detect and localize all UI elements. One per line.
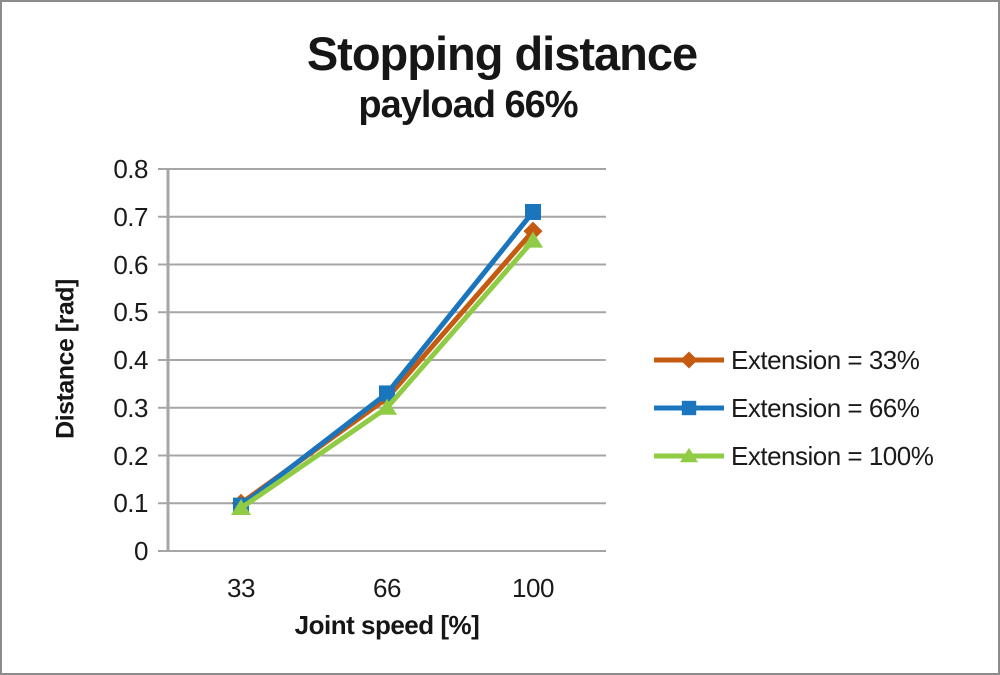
y-tick-label: 0	[134, 536, 148, 566]
y-tick-label: 0.3	[113, 392, 148, 423]
series-line	[239, 210, 535, 508]
legend: Extension = 33% Extension = 66% Extension …	[654, 336, 934, 480]
data-point-marker	[231, 499, 251, 516]
legend-label: Extension = 100%	[731, 440, 934, 471]
data-point-marker	[681, 400, 697, 416]
y-tick-label: 0.2	[113, 440, 148, 471]
y-tick-label: 0.7	[113, 201, 148, 232]
legend-label: Extension = 33%	[731, 344, 920, 375]
x-axis-title: Joint speed [%]	[294, 610, 480, 640]
data-point-marker	[525, 203, 541, 220]
x-tick-label: 33	[227, 573, 255, 603]
y-tick-label: 0.5	[113, 297, 148, 328]
data-point-marker	[680, 447, 698, 463]
y-axis-title: Distance [rad]	[51, 279, 80, 439]
chart-title: Stopping distance	[306, 27, 698, 80]
legend-swatch-square-icon	[654, 400, 724, 416]
y-tick-label: 0.4	[113, 345, 148, 375]
legend-swatch-diamond-icon	[654, 351, 724, 369]
data-point-marker	[523, 231, 543, 248]
y-tick-label: 0.6	[113, 249, 148, 280]
legend-item: Extension = 66%	[654, 384, 933, 432]
y-tick-label: 0.8	[113, 154, 148, 184]
legend-item: Extension = 100%	[654, 432, 934, 480]
legend-swatch-triangle-icon	[654, 447, 724, 463]
series-line	[239, 229, 535, 506]
y-tick-label: 0.1	[113, 488, 148, 519]
legend-item: Extension = 33%	[654, 336, 933, 384]
data-point-marker	[377, 398, 397, 415]
data-point-marker	[379, 385, 395, 402]
chart-subtitle: payload 66%	[358, 84, 578, 126]
data-point-marker	[523, 221, 543, 241]
legend-label: Extension = 66%	[731, 392, 920, 423]
x-tick-label: 66	[373, 573, 401, 603]
x-tick-label: 100	[512, 573, 554, 603]
data-point-marker	[680, 351, 698, 369]
